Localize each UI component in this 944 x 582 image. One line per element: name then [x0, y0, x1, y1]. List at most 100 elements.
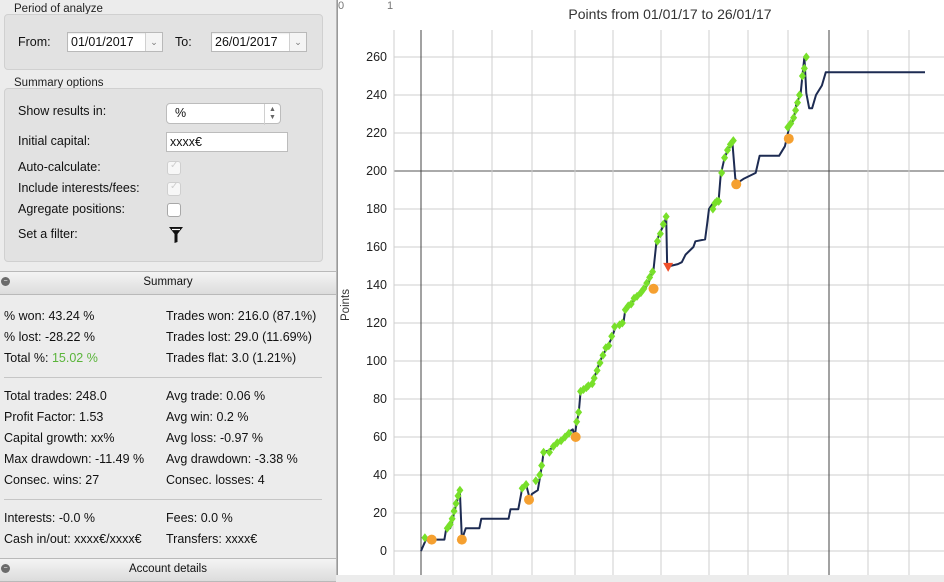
cash-in-out-stat: Cash in/out: xxxx€/xxxx€ [4, 532, 142, 546]
pct-won-value: 43.24 % [48, 309, 95, 323]
left-panel: Period of analyze From: 01/01/2017 ⌄ To:… [0, 0, 337, 582]
win-marker [798, 71, 806, 81]
win-marker [596, 358, 604, 368]
top-tick-label: 0 [338, 0, 344, 12]
win-marker [715, 196, 723, 206]
chart-svg: 0 20 40 60 80 100 120 140 160 180 200 220 240 260 Poin… [337, 0, 944, 575]
y-tick-label: 100 [366, 354, 387, 368]
auto-calculate-label: Auto-calculate: [18, 160, 101, 174]
win-marker [792, 105, 800, 115]
loss-marker [783, 133, 794, 144]
account-details-section-header[interactable]: − Account details [0, 558, 336, 582]
pct-won-stat: % won: 43.24 % [4, 309, 94, 323]
win-marker [718, 168, 726, 178]
y-tick-label: 200 [366, 164, 387, 178]
win-marker [723, 145, 731, 155]
win-marker [643, 278, 651, 288]
win-marker [421, 533, 429, 543]
divider [4, 499, 322, 500]
points-chart: 0 20 40 60 80 100 120 140 160 180 200 220 240 260 Poin… [337, 0, 944, 575]
win-marker [662, 212, 670, 222]
collapse-icon[interactable]: − [1, 277, 10, 286]
interests-stat: Interests: -0.0 % [4, 511, 96, 525]
win-marker [656, 229, 664, 239]
win-marker [532, 476, 540, 486]
win-marker [545, 447, 553, 457]
include-fees-checkbox[interactable] [167, 181, 181, 196]
pct-lost-label: % lost: [4, 330, 42, 344]
win-marker [618, 318, 626, 328]
y-tick-label: 120 [366, 316, 387, 330]
y-tick-label: 80 [373, 392, 387, 406]
win-marker [621, 305, 629, 315]
up-down-arrows-icon[interactable]: ▲ ▼ [264, 104, 280, 125]
win-marker [536, 470, 544, 480]
avg-trade-stat: Avg trade: 0.06 % [166, 389, 266, 403]
win-marker [646, 272, 654, 282]
win-marker [640, 284, 648, 294]
to-label: To: [175, 35, 192, 49]
loss-marker [731, 179, 742, 190]
summary-section-header[interactable]: − Summary [0, 271, 336, 295]
aggregate-checkbox[interactable] [167, 203, 181, 217]
y-tick-label: 60 [373, 430, 387, 444]
win-marker [627, 299, 635, 309]
period-title: Period of analyze [14, 3, 103, 15]
trades-flat-stat: Trades flat: 3.0 (1.21%) [166, 351, 297, 365]
win-marker [649, 267, 657, 277]
loss-marker [426, 534, 437, 545]
pct-lost-stat: % lost: -28.22 % [4, 330, 95, 344]
win-marker [795, 90, 803, 100]
collapse-icon[interactable]: − [1, 564, 10, 573]
transfers-stat: Transfers: xxxx€ [166, 532, 258, 546]
chevron-down-icon[interactable]: ⌄ [145, 33, 162, 51]
y-tick-label: 40 [373, 468, 387, 482]
y-tick-label: 140 [366, 278, 387, 292]
account-details-title: Account details [129, 563, 207, 575]
win-marker [518, 483, 526, 493]
auto-calculate-checkbox[interactable] [167, 160, 181, 175]
y-tick-label: 260 [366, 50, 387, 64]
chart-title: Points from 01/01/17 to 26/01/17 [568, 6, 771, 22]
win-marker [573, 417, 581, 427]
chevron-down-icon[interactable]: ⌄ [289, 33, 306, 51]
show-results-value: % [175, 106, 187, 120]
total-pct-value: 15.02 % [51, 351, 98, 365]
period-box: From: 01/01/2017 ⌄ To: 26/01/2017 ⌄ [4, 14, 323, 70]
y-tick-label: 220 [366, 126, 387, 140]
win-marker [549, 442, 557, 451]
filter-label: Set a filter: [18, 227, 78, 241]
filter-icon[interactable] [168, 226, 184, 244]
win-marker [605, 341, 613, 351]
y-tick-label: 20 [373, 506, 387, 520]
win-marker [538, 461, 546, 470]
win-marker [624, 301, 632, 311]
big-loss-marker [663, 262, 674, 272]
y-tick-label: 160 [366, 240, 387, 254]
profit-factor-stat: Profit Factor: 1.53 [4, 410, 104, 424]
from-date-value: 01/01/2017 [71, 35, 134, 49]
total-trades-stat: Total trades: 248.0 [4, 389, 107, 403]
y-tick-label: 0 [380, 544, 387, 558]
win-marker [721, 153, 729, 163]
y-tick-label: 240 [366, 88, 387, 102]
loss-marker [648, 283, 659, 294]
to-date-value: 26/01/2017 [215, 35, 278, 49]
win-marker [450, 506, 458, 516]
points-series-line [420, 56, 925, 552]
summary-options-box: Show results in: % ▲ ▼ Initial capital: x… [4, 88, 323, 262]
avg-win-stat: Avg win: 0.2 % [166, 410, 249, 424]
initial-capital-input[interactable]: xxxx€ [166, 132, 288, 152]
top-tick-label: 1 [387, 0, 393, 12]
win-marker [540, 447, 548, 457]
show-results-select[interactable]: % ▲ ▼ [166, 103, 281, 125]
from-label: From: [18, 35, 51, 49]
win-marker [593, 366, 601, 375]
total-pct-stat: Total %: 15.02 % [4, 351, 98, 365]
from-date-picker[interactable]: 01/01/2017 ⌄ [67, 32, 163, 52]
to-date-picker[interactable]: 26/01/2017 ⌄ [211, 32, 307, 52]
loss-marker [524, 494, 534, 505]
y-tick-label: 180 [366, 202, 387, 216]
initial-capital-value: xxxx€ [170, 135, 202, 149]
include-fees-label: Include interests/fees: [18, 181, 140, 195]
